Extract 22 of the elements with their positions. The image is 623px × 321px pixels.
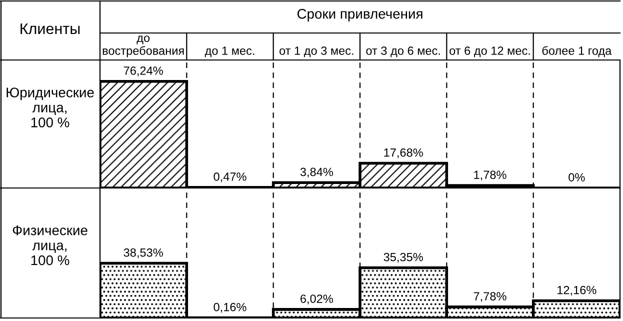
data-label: 12,16% bbox=[558, 286, 596, 296]
data-label: 17,68% bbox=[384, 148, 423, 158]
data-label: 0,16% bbox=[214, 302, 246, 313]
data-label: 0,47% bbox=[214, 172, 246, 182]
data-label: 35,35% bbox=[384, 252, 423, 263]
data-label: 1,78% bbox=[474, 170, 506, 180]
y-axis-title: Физические лица, 100 % bbox=[12, 226, 88, 266]
data-label: 76,24% bbox=[124, 66, 163, 76]
y-axis-title: Юридические лица, 100 % bbox=[6, 88, 94, 128]
x-tick-label: от 1 до 3 мес. bbox=[280, 46, 354, 58]
x-tick-label: от 3 до 6 мес. bbox=[366, 46, 440, 58]
data-label: 0% bbox=[568, 173, 585, 182]
x-tick-label: от 6 до 12 мес. bbox=[450, 46, 530, 58]
chart-title: Сроки привлечения bbox=[297, 8, 422, 22]
data-label: 6,02% bbox=[300, 294, 333, 304]
x-tick-label: до 1 мес. bbox=[204, 46, 254, 58]
text: Клиенты bbox=[20, 23, 80, 34]
data-label: 7,78% bbox=[474, 292, 506, 302]
x-tick-label: более 1 года bbox=[542, 46, 612, 58]
x-tick-label: до востребования bbox=[102, 36, 184, 58]
data-label: 3,84% bbox=[300, 168, 333, 178]
data-label: 38,53% bbox=[124, 248, 163, 258]
